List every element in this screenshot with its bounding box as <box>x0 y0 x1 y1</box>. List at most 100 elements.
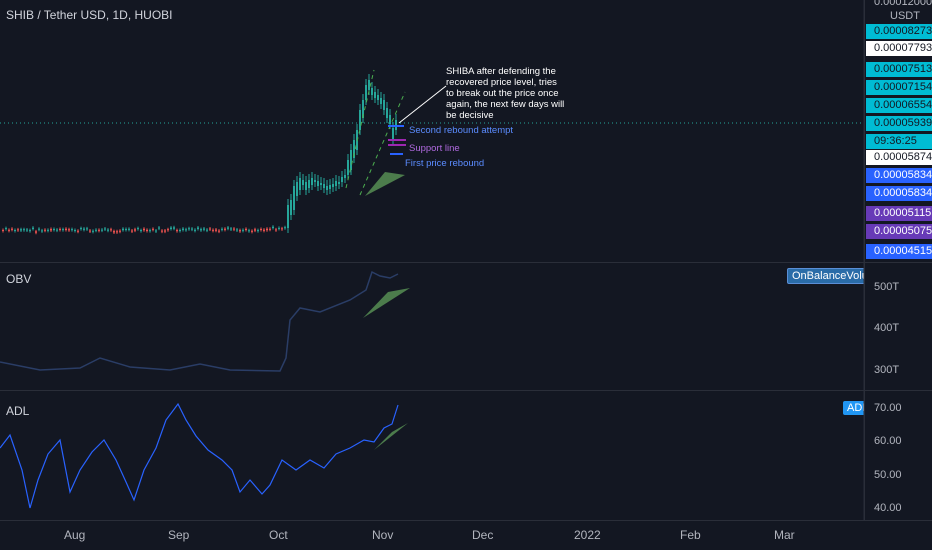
obv-axis[interactable] <box>864 263 932 390</box>
obv-tick-300T: 300T <box>874 364 900 376</box>
candle-body <box>86 228 88 230</box>
candle-body <box>293 186 295 210</box>
candle-body <box>134 229 136 231</box>
candle-body <box>131 230 133 232</box>
price-axis-label: 0.00007154 <box>866 80 932 95</box>
adl-pane[interactable] <box>0 391 864 520</box>
candle-body <box>272 226 274 229</box>
candle-body <box>197 227 199 229</box>
candle-body <box>74 230 76 232</box>
price-axis-unit: USDT <box>890 10 920 22</box>
candle-body <box>305 182 307 190</box>
adl-line <box>0 402 399 509</box>
candle-body <box>230 228 232 230</box>
candle-body <box>179 229 181 232</box>
candle-body <box>113 231 115 233</box>
time-axis-border <box>0 520 932 521</box>
candle-body <box>167 229 169 231</box>
candle-body <box>173 227 175 229</box>
time-label-nov: Nov <box>372 528 394 542</box>
candle-body <box>122 228 124 231</box>
candle-body <box>44 229 46 231</box>
candle-body <box>41 230 43 232</box>
annotation-support-line[interactable]: Support line <box>409 143 460 154</box>
obv-tick-400T: 400T <box>874 322 900 334</box>
candle-body <box>212 229 214 231</box>
price-axis-label: 0.00005939 <box>866 116 932 131</box>
trendline-right <box>359 91 406 196</box>
annotation-second-rebound[interactable]: Second rebound attempt <box>409 125 514 136</box>
annotation-first-rebound[interactable]: First price rebound <box>405 158 485 169</box>
chart-canvas[interactable] <box>0 0 864 550</box>
candle-body <box>374 92 376 98</box>
candle-body <box>347 160 349 175</box>
candle-body <box>95 229 97 231</box>
candle-body <box>50 229 52 231</box>
candle-body <box>143 228 145 231</box>
adl-tick-70: 70.00 <box>874 402 902 414</box>
candle-body <box>98 229 100 231</box>
candle-body <box>335 181 337 186</box>
candle-body <box>83 228 85 230</box>
candle-body <box>32 227 34 230</box>
candle-body <box>257 230 259 232</box>
pane-separator-2[interactable] <box>0 390 932 391</box>
price-axis[interactable] <box>864 0 932 262</box>
time-label-oct: Oct <box>269 528 288 542</box>
candle-body <box>23 229 25 231</box>
note-arrow <box>398 85 447 124</box>
candle-body <box>389 115 391 124</box>
candle-body <box>221 228 223 230</box>
time-label-feb: Feb <box>680 528 701 542</box>
candle-body <box>296 182 298 196</box>
candle-body <box>326 186 328 190</box>
candle-body <box>377 95 379 100</box>
candle-body <box>317 181 319 186</box>
candle-body <box>380 98 382 104</box>
candle-body <box>341 177 343 182</box>
candle-body <box>194 229 196 231</box>
candle-body <box>29 230 31 232</box>
candle-body <box>164 230 166 232</box>
candle-body <box>248 230 250 232</box>
candle-body <box>266 228 268 231</box>
candle-body <box>104 228 106 230</box>
obv-badge[interactable]: OnBalanceVolume <box>787 268 889 284</box>
candle-body <box>371 88 373 95</box>
candle-body <box>314 180 316 182</box>
price-axis-label: 0.00004515 <box>866 244 932 259</box>
candle-body <box>218 230 220 232</box>
candle-body <box>209 228 211 230</box>
candle-body <box>320 183 322 185</box>
candle-body <box>242 229 244 231</box>
candle-body <box>392 128 394 140</box>
candle-body <box>269 228 271 230</box>
obv-line <box>0 270 399 372</box>
candle-body <box>200 229 202 231</box>
candle-body <box>236 229 238 231</box>
adl-label: ADL <box>6 404 30 418</box>
candle-body <box>308 180 310 188</box>
time-label-2022: 2022 <box>574 528 601 542</box>
adl-axis[interactable] <box>864 391 932 520</box>
candle-body <box>344 175 346 178</box>
candle-body <box>191 228 193 230</box>
candle-body <box>2 229 4 231</box>
candle-body <box>140 230 142 232</box>
candle-body <box>182 228 184 230</box>
candle-body <box>77 230 79 232</box>
obv-pane[interactable] <box>0 263 864 390</box>
adl-tick-60: 60.00 <box>874 435 902 447</box>
price-pane[interactable] <box>0 0 864 262</box>
candle-body <box>332 184 334 187</box>
green-wedge-price <box>365 172 405 196</box>
candle-body <box>215 229 217 231</box>
pane-separator-1[interactable] <box>0 262 932 263</box>
candle-body <box>353 140 355 158</box>
candle-body <box>311 178 313 185</box>
candle-body <box>368 80 370 90</box>
price-axis-label: 0.00008273 <box>866 24 932 39</box>
candle-body <box>119 230 121 232</box>
candle-body <box>38 228 40 230</box>
annotation-main-note[interactable]: SHIBA after defending the recovered pric… <box>446 66 565 121</box>
